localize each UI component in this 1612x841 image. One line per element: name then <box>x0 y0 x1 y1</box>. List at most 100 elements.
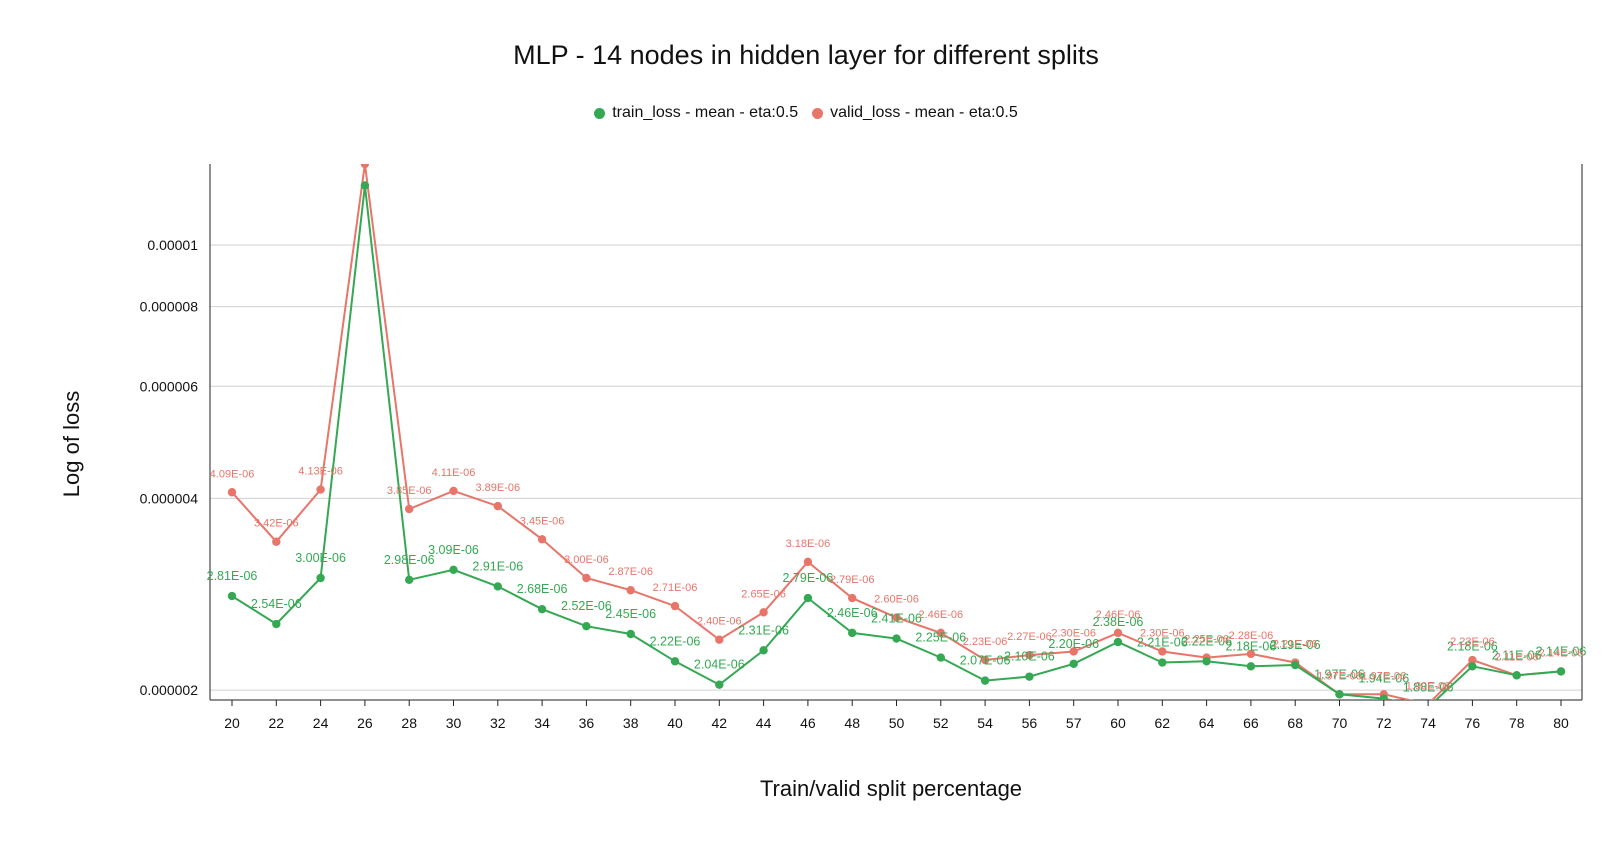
data-point-train[interactable] <box>1556 667 1566 676</box>
data-point-valid[interactable] <box>405 504 414 514</box>
data-point-valid[interactable] <box>670 601 680 611</box>
data-point-train[interactable] <box>1246 662 1256 671</box>
x-tick-label: 36 <box>579 715 595 731</box>
data-point-valid[interactable] <box>803 557 813 567</box>
data-label-train: 2.41E-06 <box>871 612 922 626</box>
data-label-valid: 2.71E-06 <box>653 582 698 594</box>
data-point-train[interactable] <box>715 680 724 689</box>
data-point-train[interactable] <box>670 657 680 666</box>
data-point-valid[interactable] <box>272 537 281 546</box>
data-point-train[interactable] <box>1512 671 1521 680</box>
y-axis-label: Log of loss <box>59 390 84 498</box>
data-point-valid[interactable] <box>316 485 325 494</box>
data-point-valid[interactable] <box>1246 649 1256 659</box>
data-label-valid: 2.11E-06 <box>1495 651 1539 663</box>
data-label-train: 2.14E-06 <box>1536 644 1587 658</box>
data-label-train: 3.09E-06 <box>428 543 479 557</box>
data-point-valid[interactable] <box>1025 650 1034 660</box>
data-label-train: 2.22E-06 <box>1181 634 1232 648</box>
data-point-train[interactable] <box>316 573 325 583</box>
data-label-valid: 4.13E-06 <box>298 466 343 478</box>
legend-marker-train <box>594 107 606 119</box>
data-label-valid: 2.21E-06 <box>1273 639 1318 651</box>
data-label-train: 2.98E-06 <box>384 553 435 567</box>
x-tick-label: 54 <box>977 715 993 731</box>
data-point-valid[interactable] <box>582 573 591 583</box>
data-point-valid[interactable] <box>759 608 768 617</box>
data-point-train[interactable] <box>582 622 591 631</box>
data-label-valid: 2.28E-06 <box>1229 630 1274 642</box>
data-point-train[interactable] <box>980 676 990 685</box>
x-tick-label: 80 <box>1553 715 1569 731</box>
data-point-valid[interactable] <box>892 613 901 622</box>
data-point-train[interactable] <box>449 565 458 575</box>
data-label-valid: 2.46E-06 <box>918 609 963 621</box>
data-point-valid[interactable] <box>1069 647 1078 656</box>
data-point-train[interactable] <box>493 582 502 591</box>
data-point-train[interactable] <box>1379 694 1388 702</box>
x-tick-label: 64 <box>1199 715 1215 731</box>
data-point-train[interactable] <box>537 604 547 614</box>
data-point-valid[interactable] <box>493 501 502 511</box>
data-point-train[interactable] <box>1025 672 1034 681</box>
data-point-valid[interactable] <box>936 628 945 638</box>
x-tick-label: 30 <box>446 715 462 731</box>
data-label-valid: 2.14E-06 <box>1539 647 1584 659</box>
x-tick-label: 56 <box>1022 715 1038 731</box>
data-point-valid[interactable] <box>626 586 635 595</box>
data-point-valid[interactable] <box>1113 628 1123 638</box>
data-point-train[interactable] <box>1291 660 1300 670</box>
legend-item-valid[interactable]: valid_loss - mean - eta:0.5 <box>812 104 1018 122</box>
data-label-valid: 2.79E-06 <box>830 574 875 586</box>
data-point-train[interactable] <box>405 575 414 585</box>
data-point-train[interactable] <box>272 619 281 629</box>
data-point-valid[interactable] <box>1158 647 1167 656</box>
data-label-train: 2.22E-06 <box>650 634 701 648</box>
data-labels: 2.81E-06 2.54E-06 3.00E-06 2.98E-063.09E-06… <box>207 466 1587 695</box>
data-point-train[interactable] <box>892 634 901 643</box>
data-point-train[interactable] <box>1468 662 1477 671</box>
data-point-valid[interactable] <box>227 488 237 497</box>
data-label-train: 2.31E-06 <box>738 623 789 637</box>
data-label-valid: 3.85E-06 <box>387 485 432 497</box>
data-point-train[interactable] <box>1202 657 1211 666</box>
data-label-train: 2.68E-06 <box>517 582 568 596</box>
x-tick-label: 32 <box>490 715 506 731</box>
data-point-valid[interactable] <box>537 535 547 544</box>
data-label-train: 2.19E-06 <box>1270 638 1321 652</box>
data-point-train[interactable] <box>1335 690 1344 699</box>
data-point-valid[interactable] <box>715 635 724 644</box>
data-point-train[interactable] <box>848 628 857 638</box>
data-point-train[interactable] <box>360 181 370 190</box>
data-point-valid[interactable] <box>449 486 458 496</box>
data-label-valid: 3.45E-06 <box>520 515 565 527</box>
data-point-valid[interactable] <box>848 593 857 603</box>
legend-item-train[interactable]: train_loss - mean - eta:0.5 <box>594 104 798 122</box>
data-point-train[interactable] <box>1158 658 1167 667</box>
series-line-train <box>231 185 1562 700</box>
data-point-train[interactable] <box>1113 637 1123 647</box>
data-point-valid[interactable] <box>360 160 370 169</box>
x-tick-label: 22 <box>269 715 285 731</box>
data-point-train[interactable] <box>759 646 768 655</box>
data-point-valid[interactable] <box>980 655 990 665</box>
axes: 0.000002 0.000004 0.000006 0.000008 0.00001 2… <box>140 164 1583 731</box>
data-point-train[interactable] <box>936 653 945 662</box>
data-point-train[interactable] <box>626 629 635 639</box>
series <box>227 160 1566 702</box>
x-tick-label: 46 <box>800 715 816 731</box>
data-label-train: 2.21E-06 <box>1137 636 1188 650</box>
x-tick-label: 68 <box>1287 715 1303 731</box>
legend-label-valid: valid_loss - mean - eta:0.5 <box>830 104 1018 121</box>
data-point-train[interactable] <box>1069 659 1078 668</box>
data-point-valid[interactable] <box>1468 655 1477 665</box>
x-axis-label: Train/valid split percentage <box>759 776 1023 801</box>
data-label-valid: 1.97E-06 <box>1317 670 1362 682</box>
x-tick-label: 72 <box>1376 715 1392 731</box>
y-tick-label: 0.000002 <box>140 682 199 698</box>
x-tick-label: 62 <box>1155 715 1171 731</box>
x-tick-label: 48 <box>844 715 860 731</box>
data-point-train[interactable] <box>803 593 813 603</box>
x-tick-label: 78 <box>1509 715 1525 731</box>
data-point-train[interactable] <box>227 591 237 601</box>
